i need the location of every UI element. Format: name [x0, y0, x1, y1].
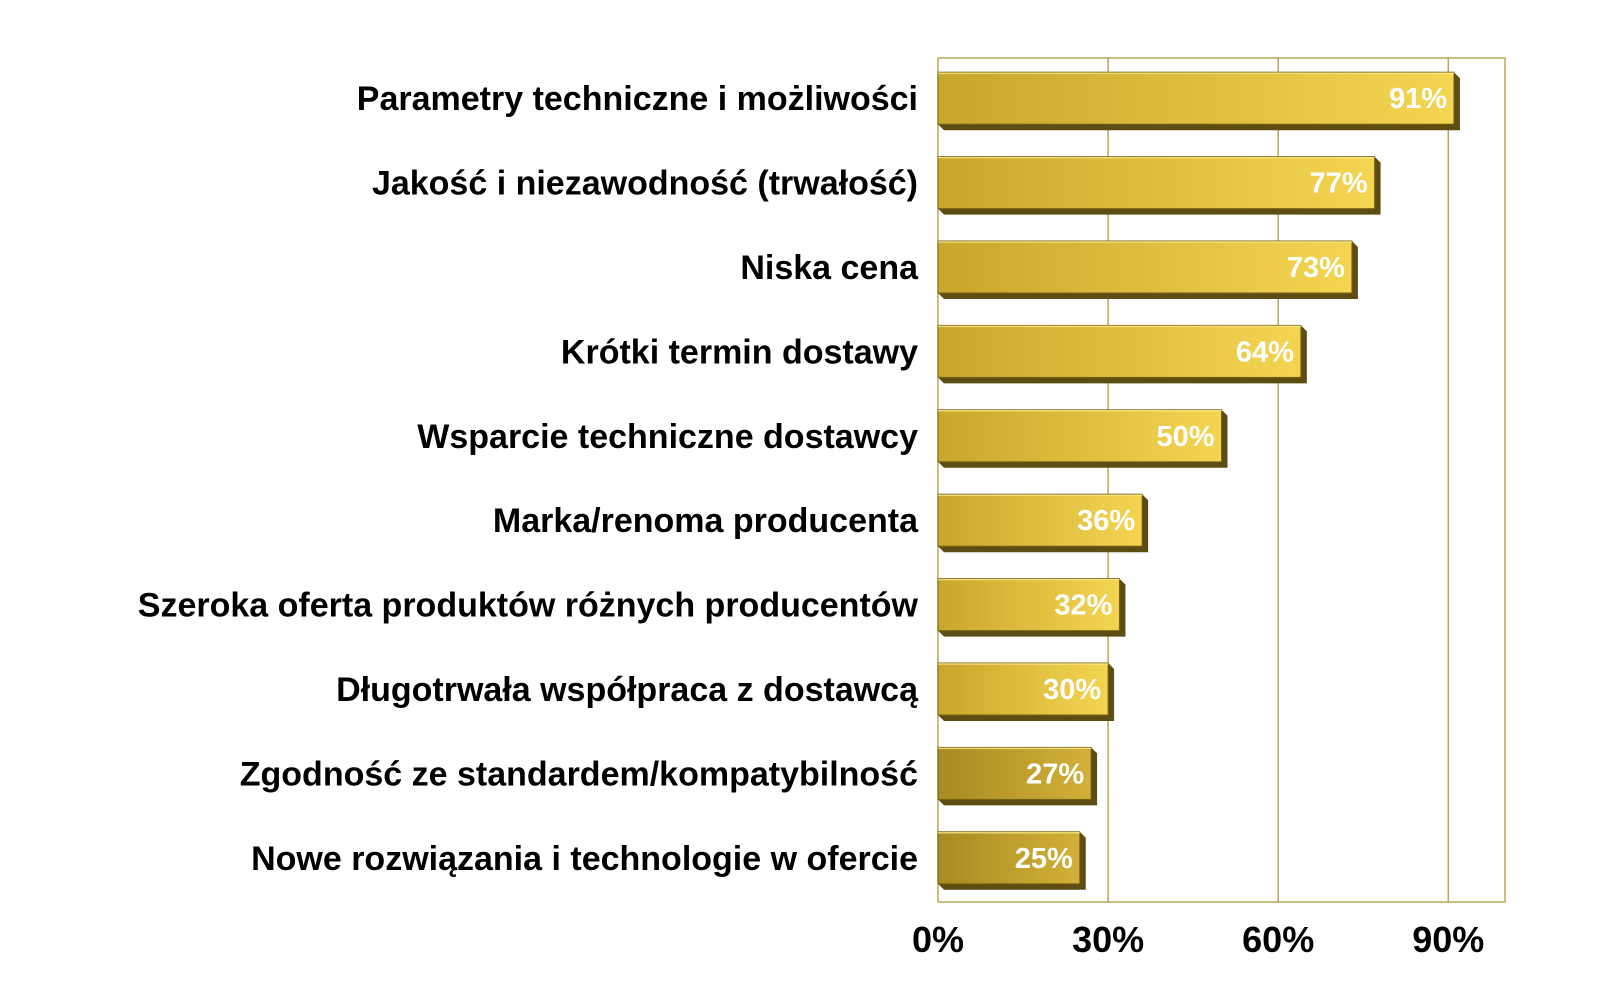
bar-group-3: 73% — [937, 240, 1358, 299]
category-label: Niska cena — [740, 249, 919, 287]
category-label: Długotrwała współpraca z dostawcą — [336, 671, 919, 709]
bar-value-label: 77% — [1310, 168, 1368, 200]
x-tick-label: 60% — [1242, 919, 1314, 960]
category-label: Krótki termin dostawy — [561, 333, 918, 371]
bar — [937, 493, 1143, 547]
bar — [937, 662, 1109, 716]
category-label: Nowe rozwiązania i technologie w ofercie — [251, 840, 918, 878]
bar-value-label: 91% — [1389, 83, 1447, 115]
bar — [937, 831, 1081, 885]
bar — [937, 240, 1353, 294]
bars: 91% 77% 73% 64% 50% 36% 32% 30% 27% 25% — [937, 71, 1460, 890]
bar-value-label: 25% — [1015, 843, 1073, 875]
bar-group-5: 50% — [937, 409, 1228, 468]
bar-value-label: 30% — [1043, 674, 1101, 706]
bar-group-1: 91% — [937, 71, 1460, 131]
bar-value-label: 50% — [1156, 421, 1214, 453]
x-axis-tick-labels: 0% 30% 60% 90% — [912, 919, 1484, 960]
x-tick-label: 30% — [1072, 919, 1144, 960]
bar — [937, 71, 1455, 125]
category-label: Marka/renoma producenta — [493, 502, 919, 540]
bar — [937, 324, 1302, 378]
bar-group-2: 77% — [937, 156, 1381, 215]
category-label: Jakość i niezawodność (trwałość) — [372, 165, 918, 203]
bar — [937, 578, 1120, 632]
bar-group-8: 30% — [937, 662, 1115, 721]
bar-group-7: 32% — [937, 578, 1126, 637]
bar-group-4: 64% — [937, 324, 1307, 384]
category-label: Wsparcie techniczne dostawcy — [417, 418, 918, 456]
category-label: Parametry techniczne i możliwości — [357, 80, 918, 118]
x-tick-label: 0% — [912, 919, 964, 960]
bar-value-label: 73% — [1287, 252, 1345, 284]
bar — [937, 409, 1222, 463]
category-label: Szeroka oferta produktów różnych produce… — [138, 587, 919, 625]
x-tick-label: 90% — [1412, 919, 1484, 960]
category-label: Zgodność ze standardem/kompatybilność — [240, 755, 918, 793]
bar-value-label: 32% — [1054, 590, 1112, 622]
bar-value-label: 36% — [1077, 505, 1135, 537]
plot-border — [937, 57, 1506, 903]
bar — [937, 746, 1092, 800]
bar-group-9: 27% — [937, 746, 1098, 806]
bar — [937, 156, 1376, 210]
plot-area — [937, 57, 1506, 903]
bar-group-6: 36% — [937, 493, 1149, 553]
bar-value-label: 64% — [1236, 336, 1294, 368]
bar-value-label: 27% — [1026, 758, 1084, 790]
bar-group-10: 25% — [937, 831, 1086, 890]
category-labels: Parametry techniczne i możliwości Jakość … — [138, 80, 919, 878]
